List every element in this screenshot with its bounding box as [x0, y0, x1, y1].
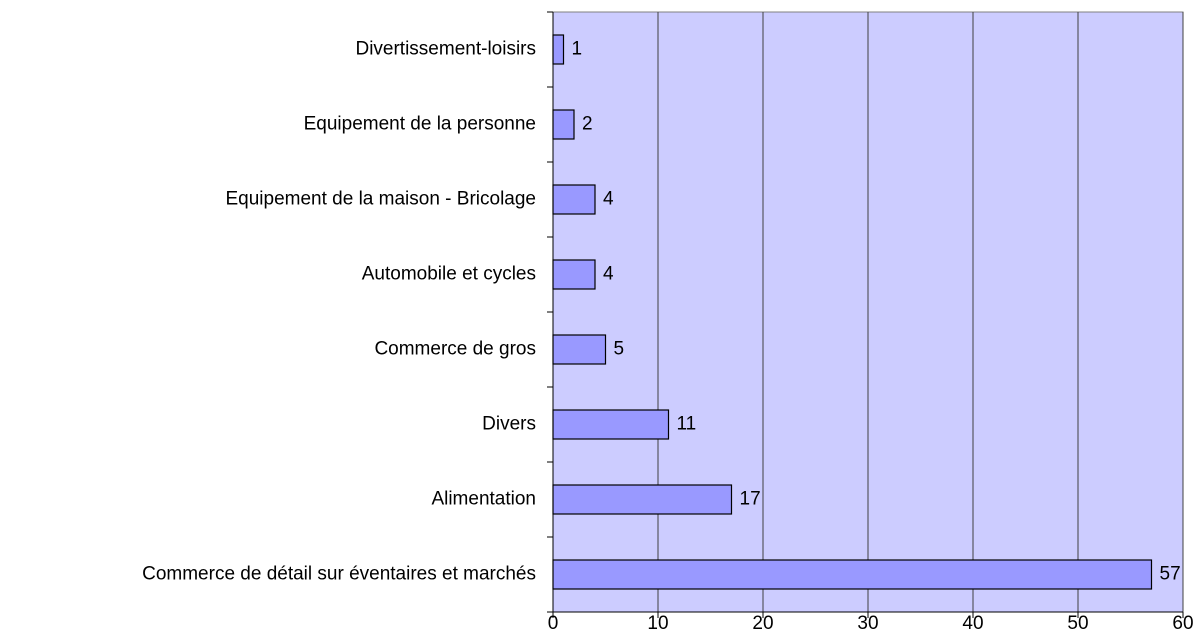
- y-tick-label: Equipement de la maison - Bricolage: [225, 189, 536, 210]
- data-label: 11: [677, 414, 697, 435]
- y-tick-label: Alimentation: [431, 489, 536, 510]
- data-label: 2: [582, 114, 593, 135]
- bar: [552, 184, 596, 215]
- x-tick-label: 30: [857, 613, 878, 634]
- y-tick-label: Commerce de gros: [374, 339, 536, 360]
- data-label: 4: [603, 189, 614, 210]
- data-label: 5: [614, 339, 625, 360]
- y-tick-label: Automobile et cycles: [362, 264, 536, 285]
- y-tick-label: Divertissement-loisirs: [355, 39, 536, 60]
- x-tick-label: 50: [1067, 613, 1088, 634]
- x-tick-label: 60: [1172, 613, 1193, 634]
- x-tick-label: 20: [752, 613, 773, 634]
- data-label: 1: [572, 39, 583, 60]
- bar: [552, 559, 1153, 590]
- bar: [552, 109, 575, 140]
- bar: [552, 484, 733, 515]
- bar: [552, 334, 607, 365]
- data-label: 17: [740, 489, 761, 510]
- bar: [552, 259, 596, 290]
- y-tick-label: Equipement de la personne: [304, 114, 536, 135]
- x-tick-label: 0: [548, 613, 559, 634]
- x-tick-label: 10: [647, 613, 668, 634]
- y-tick-label: Divers: [482, 414, 536, 435]
- bar: [552, 34, 565, 65]
- data-label: 4: [603, 264, 614, 285]
- y-tick-label: Commerce de détail sur éventaires et mar…: [142, 564, 536, 585]
- bar: [552, 409, 670, 440]
- data-label: 57: [1160, 564, 1181, 585]
- x-tick-label: 40: [962, 613, 983, 634]
